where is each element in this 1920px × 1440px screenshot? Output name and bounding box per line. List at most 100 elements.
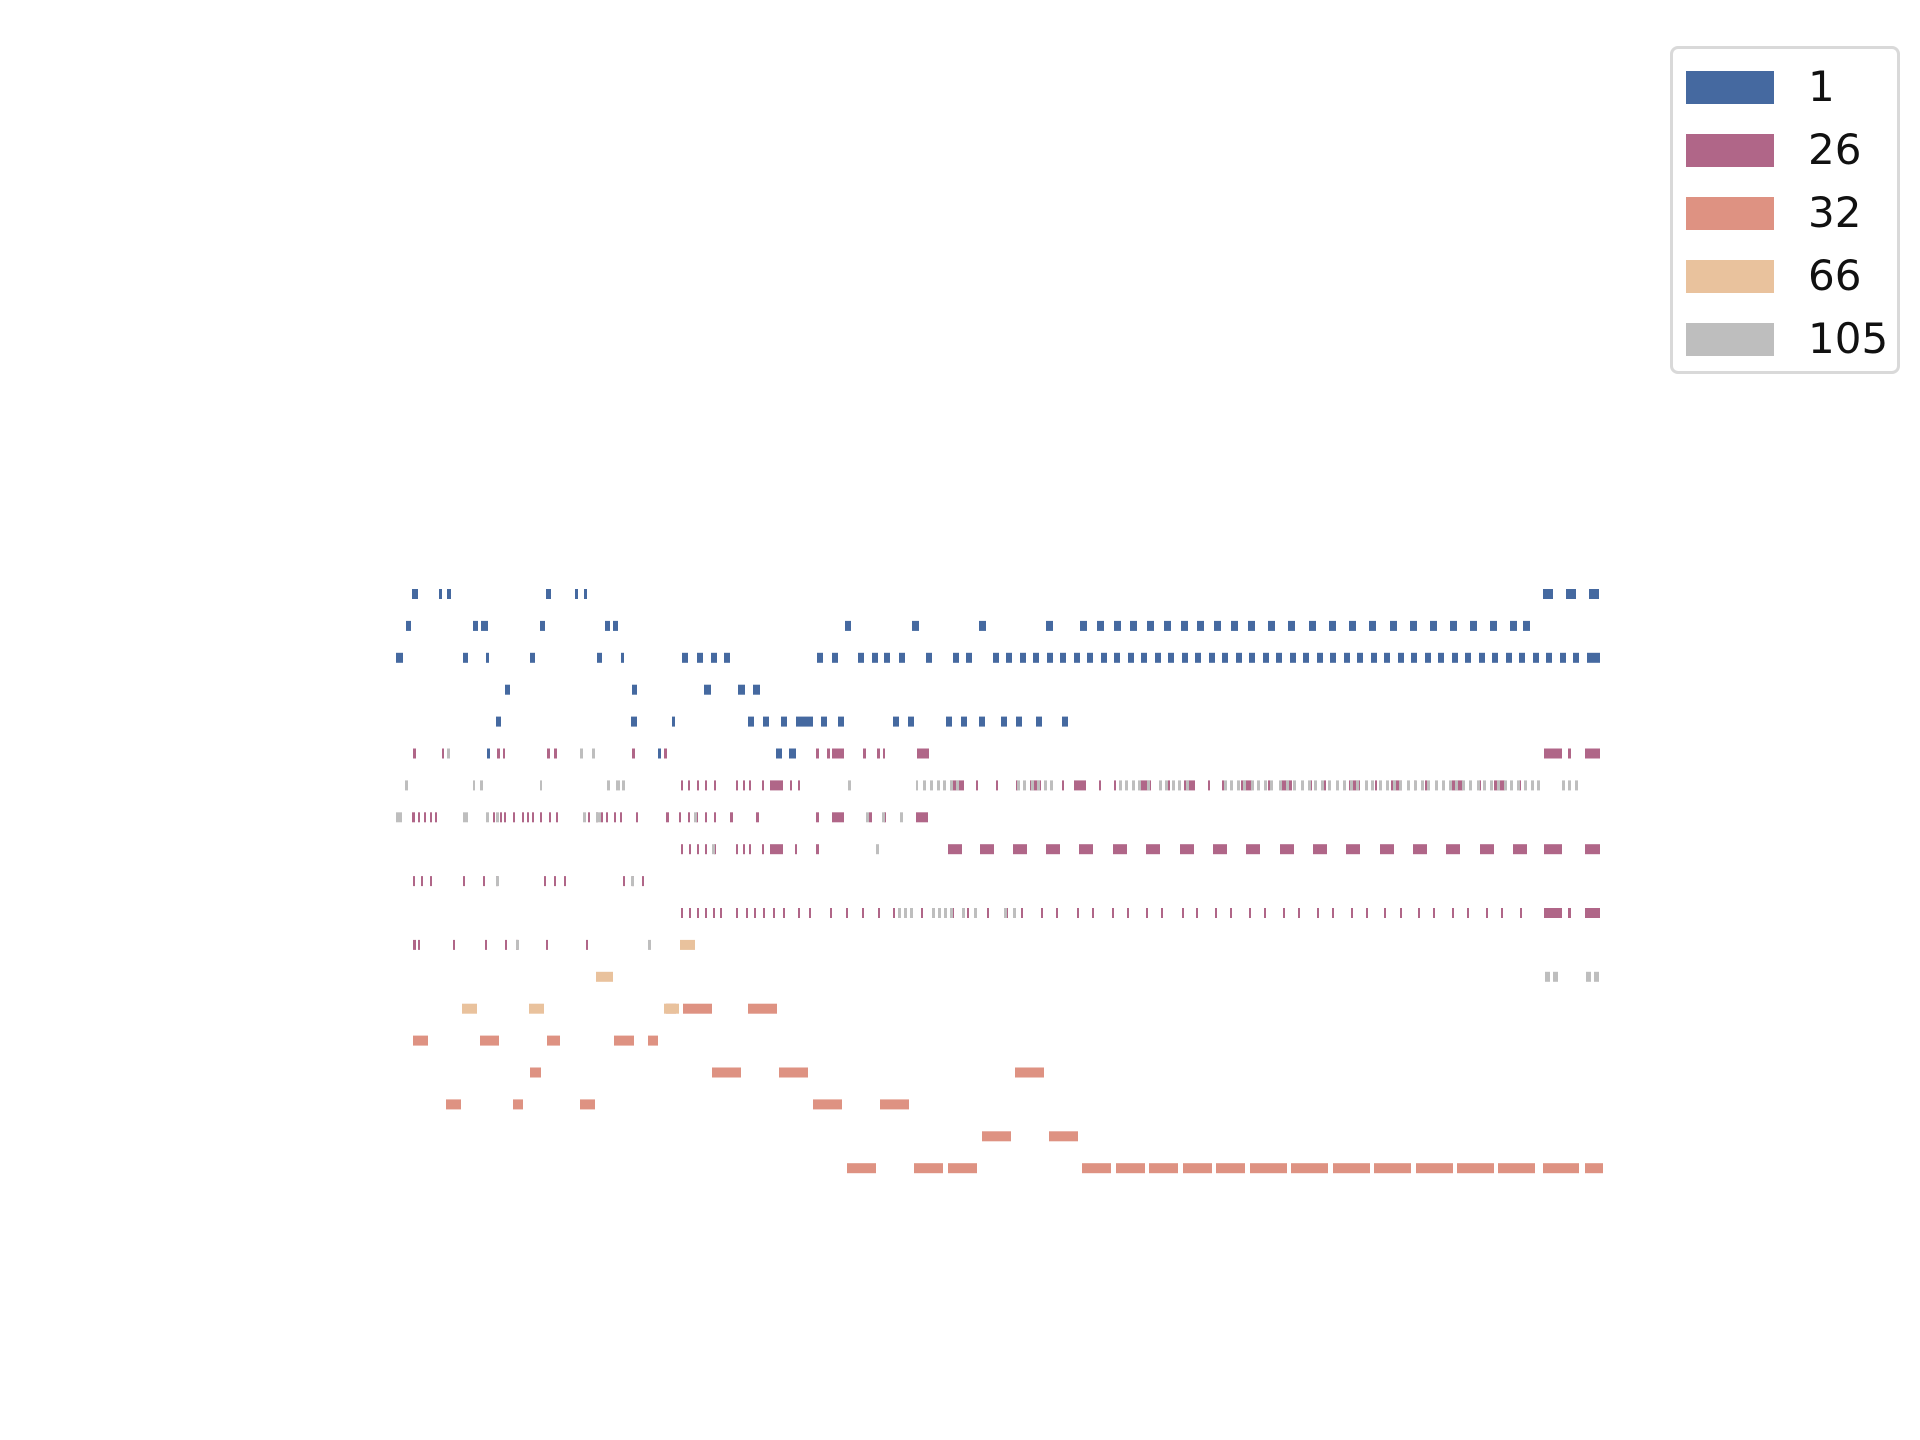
note-segment-26 [424, 812, 426, 823]
note-segment-26 [1062, 780, 1064, 791]
note-segment-105 [882, 812, 885, 823]
note-segment-1 [1492, 652, 1498, 663]
note-segment-1 [447, 589, 451, 599]
note-segment-26 [485, 939, 487, 950]
note-segment-26 [1056, 908, 1058, 918]
note-segment-32 [547, 1035, 560, 1046]
note-segment-26 [636, 812, 638, 823]
note-segment-26 [1283, 908, 1285, 918]
note-segment-26 [862, 908, 864, 918]
note-segment-26 [863, 748, 866, 759]
note-segment-105 [1568, 780, 1571, 791]
note-segment-105 [1286, 780, 1289, 791]
note-segment-26 [1246, 844, 1260, 855]
note-segment-1 [1046, 620, 1053, 631]
note-segment-66 [680, 939, 695, 950]
note-segment-26 [1264, 908, 1266, 918]
note-segment-105 [962, 908, 965, 918]
note-segment-105 [486, 812, 489, 823]
note-segment-105 [1399, 780, 1402, 791]
note-segment-26 [1208, 780, 1210, 791]
note-segment-1 [505, 684, 510, 695]
note-segment-1 [1080, 620, 1087, 631]
note-segment-1 [711, 652, 717, 663]
legend-entry: 105 [1686, 309, 1888, 369]
note-segment-26 [681, 780, 683, 791]
note-segment-26 [916, 812, 928, 823]
note-segment-26 [1452, 908, 1454, 918]
note-segment-1 [1197, 620, 1204, 631]
note-segment-1 [496, 716, 501, 727]
note-segment-1 [1425, 652, 1431, 663]
note-segment-1 [858, 652, 864, 663]
note-segment-105 [1356, 780, 1359, 791]
note-segment-26 [1161, 908, 1163, 918]
note-segment-105 [1545, 971, 1550, 982]
note-segment-1 [781, 716, 787, 727]
note-segment-26 [1332, 908, 1334, 918]
note-segment-1 [1566, 589, 1576, 599]
note-segment-26 [996, 780, 998, 791]
note-segment-105 [463, 812, 468, 823]
note-segment-1 [1546, 652, 1552, 663]
note-segment-105 [1531, 780, 1534, 791]
note-segment-26 [421, 876, 423, 887]
note-segment-26 [547, 748, 550, 759]
note-segment-105 [956, 780, 959, 791]
note-segment-105 [1449, 780, 1452, 791]
note-segment-1 [546, 589, 551, 599]
note-segment-1 [658, 748, 661, 759]
note-segment-105 [1504, 780, 1507, 791]
note-segment-26 [1184, 780, 1195, 791]
note-segment-105 [1371, 780, 1374, 791]
note-segment-1 [1006, 652, 1012, 663]
note-segment-105 [396, 812, 402, 823]
note-segment-105 [1147, 780, 1150, 791]
note-segment-1 [1001, 716, 1007, 727]
note-segment-26 [1074, 780, 1086, 791]
note-segment-32 [1585, 1163, 1603, 1174]
note-segment-105 [1421, 780, 1424, 791]
note-segment-1 [704, 684, 711, 695]
note-segment-105 [1314, 780, 1317, 791]
note-segment-26 [513, 812, 515, 823]
note-segment-105 [1586, 971, 1591, 982]
note-segment-1 [1268, 620, 1275, 631]
note-segment-1 [832, 652, 838, 663]
note-segment-26 [763, 908, 765, 918]
note-segment-26 [412, 812, 415, 823]
note-segment-1 [584, 589, 587, 599]
note-segment-1 [884, 652, 890, 663]
note-segment-26 [442, 748, 444, 759]
note-segment-26 [430, 812, 432, 823]
note-segment-32 [813, 1099, 842, 1110]
note-segment-1 [1074, 652, 1080, 663]
legend-entry: 1 [1686, 57, 1835, 117]
note-segment-1 [631, 716, 637, 727]
note-segment-26 [1480, 844, 1494, 855]
note-segment-26 [1585, 844, 1600, 855]
note-segment-26 [705, 908, 707, 918]
note-segment-32 [1457, 1163, 1494, 1174]
note-segment-105 [923, 780, 926, 791]
note-segment-26 [1317, 908, 1319, 918]
note-segment-26 [554, 876, 556, 887]
note-segment-26 [1127, 908, 1129, 918]
note-segment-1 [1155, 652, 1161, 663]
note-segment-1 [1033, 652, 1039, 663]
note-segment-1 [473, 620, 478, 631]
note-segment-1 [807, 716, 813, 727]
note-segment-1 [953, 652, 959, 663]
note-segment-26 [736, 780, 738, 791]
note-segment-26 [500, 812, 502, 823]
note-segment-26 [1280, 844, 1294, 855]
legend-swatch [1686, 196, 1774, 230]
legend-swatch [1686, 70, 1774, 104]
note-segment-1 [621, 652, 624, 663]
note-segment-105 [1230, 780, 1233, 791]
note-segment-26 [1418, 908, 1420, 918]
note-segment-26 [798, 780, 800, 791]
note-segment-26 [770, 780, 783, 791]
note-segment-1 [946, 716, 952, 727]
